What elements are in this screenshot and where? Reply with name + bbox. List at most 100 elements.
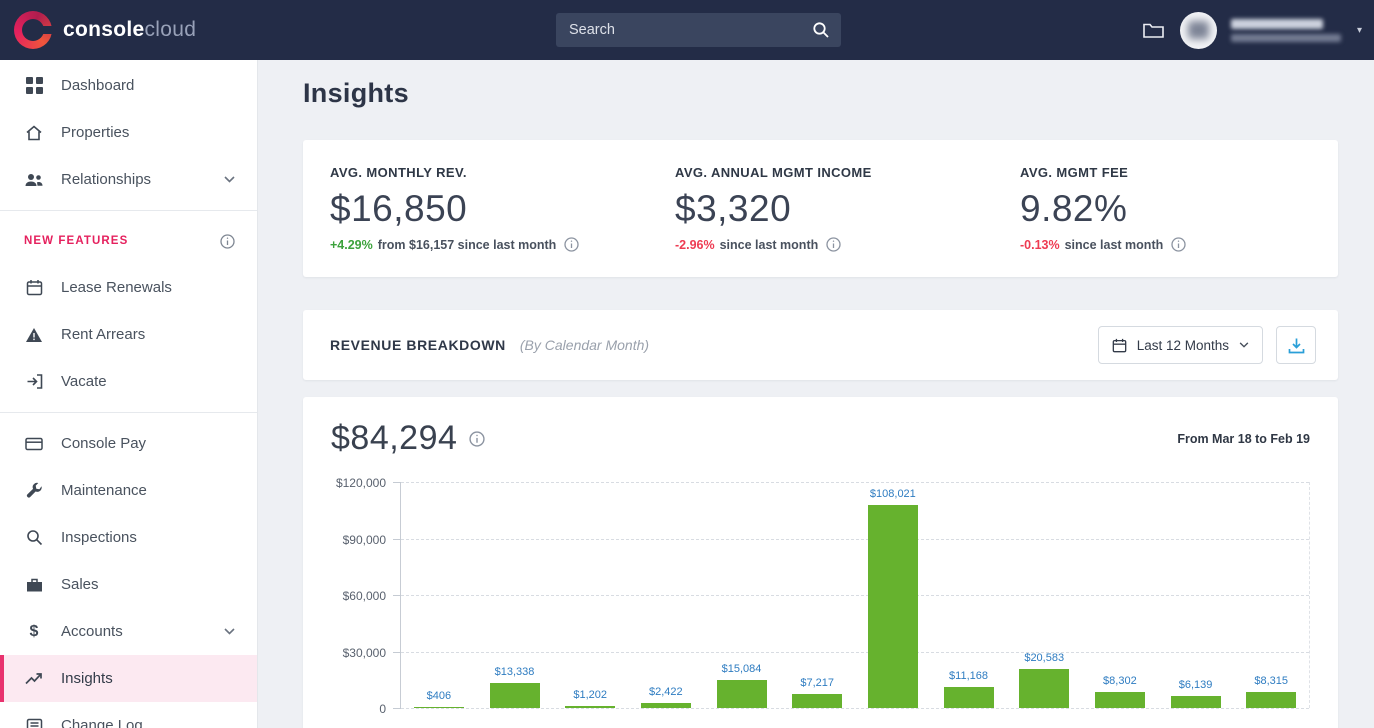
sidebar-item-sales[interactable]: Sales xyxy=(0,561,257,608)
info-icon[interactable] xyxy=(1171,237,1186,252)
sidebar-item-label: Accounts xyxy=(61,623,123,640)
sidebar-item-console-pay[interactable]: Console Pay xyxy=(0,420,257,467)
bar-slot: $11,168 xyxy=(931,482,1007,708)
sidebar-item-insights[interactable]: Insights xyxy=(0,655,257,702)
stat-delta: -2.96% since last month xyxy=(675,237,993,252)
people-icon xyxy=(24,172,44,188)
bar-slot: $13,338 xyxy=(477,482,553,708)
bar-value-label: $108,021 xyxy=(869,487,916,500)
briefcase-icon xyxy=(24,577,44,593)
chart-bar[interactable] xyxy=(867,504,918,708)
topbar-right: ▾ xyxy=(1142,0,1366,60)
revenue-breakdown-subtitle: (By Calendar Month) xyxy=(519,337,650,353)
stat-value: $16,850 xyxy=(330,188,468,229)
calendar-icon xyxy=(1112,338,1127,353)
search-box xyxy=(556,13,841,47)
delta-percent: -0.13% xyxy=(1020,237,1060,252)
sidebar-item-inspections[interactable]: Inspections xyxy=(0,514,257,561)
bar-value-label: $2,422 xyxy=(649,686,683,699)
bar-slot: $1,202 xyxy=(552,482,628,708)
user-name-line xyxy=(1230,18,1323,29)
sidebar-item-properties[interactable]: Properties xyxy=(0,109,257,156)
chart-bar[interactable] xyxy=(413,707,464,708)
sidebar-item-maintenance[interactable]: Maintenance xyxy=(0,467,257,514)
date-range-selector[interactable]: Last 12 Months xyxy=(1097,326,1263,364)
chart-total: $84,294 xyxy=(331,419,458,457)
y-tick-label: $30,000 xyxy=(342,645,386,660)
info-icon[interactable] xyxy=(469,430,486,447)
stat-label: AVG. ANNUAL MGMT INCOME xyxy=(675,165,872,180)
folder-icon[interactable] xyxy=(1142,20,1166,40)
sidebar-item-label: Maintenance xyxy=(61,482,147,499)
dollar-icon: $ xyxy=(29,622,39,640)
info-icon[interactable] xyxy=(826,237,841,252)
sidebar-item-lease-renewals[interactable]: Lease Renewals xyxy=(0,264,257,311)
sidebar-item-label: Properties xyxy=(61,124,130,141)
y-tick-label: 0 xyxy=(379,702,386,716)
avatar[interactable] xyxy=(1179,11,1217,49)
info-icon[interactable] xyxy=(220,233,235,249)
chevron-down-icon xyxy=(224,628,235,635)
bar-value-label: $6,139 xyxy=(1178,679,1213,692)
dashboard-icon xyxy=(24,77,44,94)
delta-suffix: from $16,157 since last month xyxy=(377,237,557,252)
chart-bar[interactable] xyxy=(1246,692,1297,708)
delta-suffix: since last month xyxy=(1064,237,1164,252)
app-logo[interactable]: consolecloud xyxy=(14,11,196,49)
sidebar-item-label: Insights xyxy=(61,670,113,687)
stat-avg-mgmt-fee: AVG. MGMT FEE 9.82% -0.13% since last mo… xyxy=(993,165,1338,252)
stats-card: AVG. MONTHLY REV. $16,850 +4.29% from $1… xyxy=(303,140,1338,277)
chart-bar[interactable] xyxy=(943,686,994,708)
sidebar-item-label: Lease Renewals xyxy=(61,279,172,296)
chart-bar[interactable] xyxy=(565,705,616,708)
topbar: consolecloud ▾ xyxy=(0,0,1374,60)
sidebar-item-accounts[interactable]: $ Accounts xyxy=(0,608,257,655)
info-icon[interactable] xyxy=(564,237,579,252)
sidebar-item-vacate[interactable]: Vacate xyxy=(0,358,257,405)
download-button[interactable] xyxy=(1276,326,1316,364)
sidebar-divider xyxy=(0,210,257,211)
wrench-icon xyxy=(24,482,44,499)
sidebar-item-change-log[interactable]: Change Log xyxy=(0,702,257,728)
chart-bar[interactable] xyxy=(716,679,767,708)
bar-value-label: $7,217 xyxy=(800,677,835,690)
stat-delta: +4.29% from $16,157 since last month xyxy=(330,237,648,252)
delta-suffix: since last month xyxy=(719,237,819,252)
gridline: $30,000 xyxy=(343,646,1309,660)
chart-header: $84,294 From Mar 18 to Feb 19 xyxy=(331,419,1310,458)
sidebar-item-relationships[interactable]: Relationships xyxy=(0,156,257,203)
chart-bar[interactable] xyxy=(1170,696,1221,708)
chart-bar[interactable] xyxy=(1094,692,1145,708)
bar-slot: $2,422 xyxy=(628,482,704,708)
chart-bar[interactable] xyxy=(1019,669,1070,708)
bar-value-label: $13,338 xyxy=(494,665,535,678)
sidebar-item-label: Relationships xyxy=(61,171,152,188)
y-tick-label: $90,000 xyxy=(342,532,386,547)
main-content: Insights AVG. MONTHLY REV. $16,850 +4.29… xyxy=(258,60,1374,728)
sidebar-item-label: Vacate xyxy=(61,373,107,390)
sidebar-item-rent-arrears[interactable]: Rent Arrears xyxy=(0,311,257,358)
bar-slot: $15,084 xyxy=(704,482,780,708)
sidebar-item-label: Dashboard xyxy=(61,77,135,94)
home-icon xyxy=(24,124,44,142)
sidebar-item-dashboard[interactable]: Dashboard xyxy=(0,62,257,109)
y-tick-label: $120,000 xyxy=(335,476,386,490)
y-tick-label: $60,000 xyxy=(342,589,386,603)
bar-value-label: $15,084 xyxy=(721,662,762,675)
chart-bar[interactable] xyxy=(792,694,843,708)
date-range-label: Last 12 Months xyxy=(1136,337,1229,353)
trending-up-icon xyxy=(24,672,44,685)
search-input[interactable] xyxy=(556,22,812,38)
stat-value: $3,320 xyxy=(675,188,792,229)
search-icon[interactable] xyxy=(812,21,830,39)
chart-bar[interactable] xyxy=(489,682,540,708)
warning-icon xyxy=(24,327,44,343)
bar-slot: $406 xyxy=(401,482,477,708)
user-name-redacted xyxy=(1230,18,1343,42)
sidebar-item-label: Inspections xyxy=(61,529,137,546)
bar-value-label: $20,583 xyxy=(1024,652,1065,665)
user-menu-chevron-icon[interactable]: ▾ xyxy=(1356,24,1362,36)
chevron-down-icon xyxy=(1239,342,1249,348)
chart-bar[interactable] xyxy=(640,703,691,708)
chart-period: From Mar 18 to Feb 19 xyxy=(1177,431,1310,446)
